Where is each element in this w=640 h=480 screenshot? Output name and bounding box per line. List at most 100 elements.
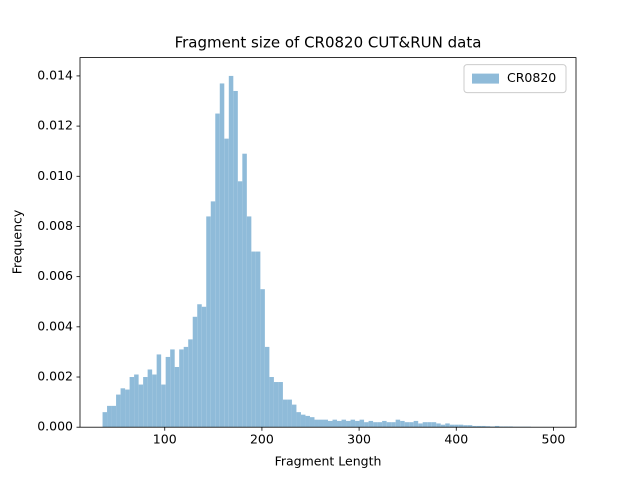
bar [147, 369, 153, 428]
bar [440, 424, 446, 428]
bar [165, 356, 171, 428]
bar [237, 181, 243, 428]
bar [431, 422, 437, 428]
x-tick-label: 300 [347, 432, 371, 447]
bar [341, 419, 347, 428]
bar [233, 90, 238, 428]
bar [314, 419, 319, 428]
bar [467, 425, 473, 428]
bar [107, 405, 112, 428]
bar [161, 384, 166, 428]
bar [328, 420, 333, 428]
bar [174, 366, 180, 428]
bar [404, 422, 410, 428]
bar [116, 394, 121, 428]
bar [449, 424, 455, 428]
bar [102, 412, 108, 428]
legend-swatch [472, 73, 499, 84]
bar [278, 382, 283, 428]
bar [400, 420, 405, 428]
bar [260, 289, 265, 428]
bar [458, 424, 464, 428]
bar [264, 346, 270, 428]
bar [287, 399, 292, 428]
y-tick-label: 0.000 [37, 419, 73, 434]
bar [481, 425, 486, 428]
bar [188, 339, 193, 428]
bar [129, 377, 135, 428]
bar [355, 420, 360, 428]
bar [156, 354, 162, 428]
bar [485, 426, 491, 428]
bar [179, 349, 184, 428]
bar [170, 349, 175, 428]
y-tick-label: 0.004 [37, 318, 73, 333]
bar [346, 420, 351, 428]
bar [323, 419, 328, 428]
bar [291, 404, 297, 428]
y-axis-label: Frequency [10, 209, 25, 274]
y-tick-label: 0.012 [37, 118, 73, 133]
bar [300, 414, 306, 428]
bar [206, 216, 211, 428]
bar [364, 422, 369, 428]
bar [296, 412, 301, 428]
bar [395, 419, 401, 428]
bar [251, 251, 256, 428]
bar [418, 423, 423, 428]
x-tick-label: 500 [542, 432, 566, 447]
x-axis-label: Fragment Length [275, 454, 382, 469]
bar [219, 83, 225, 428]
y-tick-label: 0.014 [37, 67, 73, 82]
bar [269, 377, 274, 428]
x-tick-label: 400 [444, 432, 468, 447]
bar [215, 113, 220, 428]
bar [138, 384, 144, 428]
plot-frame [79, 57, 577, 428]
bar [318, 419, 324, 428]
bar [337, 420, 342, 428]
bar [143, 377, 148, 428]
bar [386, 422, 392, 428]
bar [152, 374, 157, 428]
bar [494, 425, 500, 428]
bar [305, 415, 310, 428]
x-tick-label: 100 [153, 432, 177, 447]
bar [282, 399, 288, 428]
bar [472, 425, 477, 428]
bar [391, 422, 396, 428]
bar [210, 201, 216, 428]
bar [255, 251, 261, 428]
bar [350, 419, 356, 428]
bar [445, 423, 450, 428]
bar [197, 304, 202, 428]
bar [183, 346, 189, 428]
bar [111, 405, 117, 428]
bar [192, 316, 198, 428]
bar [368, 420, 374, 428]
x-tick-label: 200 [250, 432, 274, 447]
bar [427, 422, 432, 428]
bar [463, 425, 468, 428]
bar [246, 216, 252, 428]
bar [120, 388, 126, 428]
y-tick-label: 0.008 [37, 218, 73, 233]
bar [273, 382, 279, 428]
bar [373, 422, 378, 428]
bar [377, 422, 383, 428]
y-tick-label: 0.002 [37, 369, 73, 384]
bar [454, 424, 459, 428]
y-tick-label: 0.010 [37, 168, 73, 183]
bar [228, 75, 234, 428]
chart-title: Fragment size of CR0820 CUT&RUN data [175, 34, 482, 52]
bar [125, 389, 130, 428]
legend-box [463, 64, 567, 94]
bar [242, 153, 247, 428]
bar [359, 419, 365, 428]
bar [413, 420, 419, 428]
bar [332, 419, 338, 428]
bar [309, 417, 315, 428]
bar [134, 374, 139, 428]
bar [382, 420, 387, 428]
